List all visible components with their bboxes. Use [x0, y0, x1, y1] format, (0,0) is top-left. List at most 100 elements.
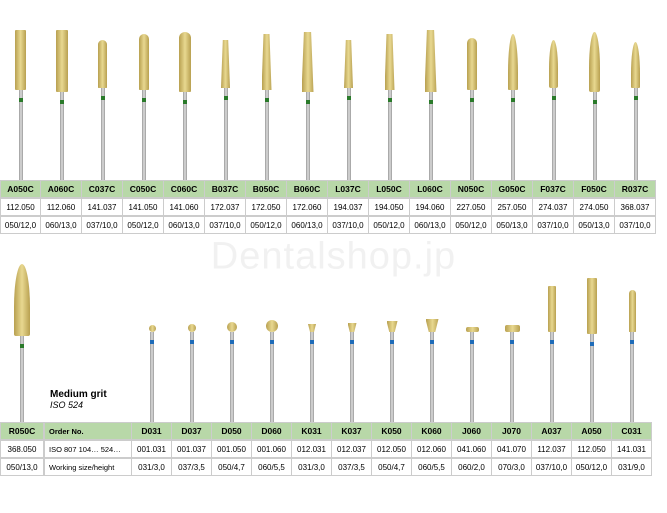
bur-size: 050/12,0	[246, 216, 287, 234]
bur-column: F050C274.050050/13,0	[574, 0, 615, 234]
bur-tip	[348, 323, 357, 332]
bur-shaft	[190, 332, 194, 422]
bur-visual	[132, 242, 172, 422]
bur-iso: 112.050	[0, 198, 41, 216]
bur-iso: 041.060	[452, 440, 492, 458]
bur-code: F050C	[574, 180, 615, 198]
bur-code: C031	[612, 422, 652, 440]
bur-code: C037C	[82, 180, 123, 198]
bur-code: L050C	[369, 180, 410, 198]
bur-column: B037C172.037037/10,0	[205, 0, 246, 234]
bur-code: C060C	[164, 180, 205, 198]
bur-visual	[411, 0, 451, 180]
bur-visual	[172, 242, 212, 422]
bur-tip	[179, 32, 191, 92]
bur-column: C037C141.037037/10,0	[82, 0, 123, 234]
bur-code: A060C	[41, 180, 82, 198]
bur-shaft	[347, 88, 351, 180]
bur-code: A037	[532, 422, 572, 440]
bur-code: J060	[452, 422, 492, 440]
bur-size: 060/2,0	[452, 458, 492, 476]
color-band	[590, 342, 594, 346]
bur-code: B037C	[205, 180, 246, 198]
color-band	[511, 98, 515, 102]
bur-column: B060C172.060060/13,0	[287, 0, 328, 234]
bur-code: R050C	[0, 422, 44, 440]
bur-visual	[412, 242, 452, 422]
bur-iso: 041.070	[492, 440, 532, 458]
color-band	[470, 98, 474, 102]
bur-column: R037C368.037037/10,0	[615, 0, 656, 234]
bur-iso: 274.037	[533, 198, 574, 216]
bur-iso: 112.060	[41, 198, 82, 216]
bur-iso: 227.050	[451, 198, 492, 216]
bur-iso: 112.037	[532, 440, 572, 458]
bur-shaft	[510, 332, 514, 422]
bur-shaft	[388, 90, 392, 180]
bur-column: A037112.037037/10,0	[532, 242, 572, 476]
bur-column: N050C227.050050/12,0	[451, 0, 492, 234]
bur-column: C050C141.050050/12,0	[123, 0, 164, 234]
bur-iso: 141.037	[82, 198, 123, 216]
color-band	[230, 340, 234, 344]
bur-column: K037012.037037/3,5	[332, 242, 372, 476]
top-bur-row: A050C112.050050/12,0A060C112.060060/13,0…	[0, 0, 667, 234]
bur-code: K031	[292, 422, 332, 440]
bur-column: B050C172.050050/12,0	[246, 0, 287, 234]
bur-shaft	[306, 92, 310, 180]
bur-shaft	[350, 332, 354, 422]
bur-iso: 001.060	[252, 440, 292, 458]
color-band	[60, 100, 64, 104]
bur-column: A060C112.060060/13,0	[41, 0, 82, 234]
bur-code: J070	[492, 422, 532, 440]
bur-tip	[631, 42, 640, 88]
bur-column: D037001.037037/3,5	[172, 242, 212, 476]
color-band	[310, 340, 314, 344]
bur-size: 050/12,0	[369, 216, 410, 234]
order-no-header: Order No.	[44, 422, 132, 440]
bur-code: L060C	[410, 180, 451, 198]
bur-tip	[221, 40, 230, 88]
color-band	[552, 96, 556, 100]
bur-size: 050/12,0	[123, 216, 164, 234]
bur-code: D031	[132, 422, 172, 440]
bur-size: 031/3,0	[132, 458, 172, 476]
bur-visual	[2, 242, 42, 422]
bur-tip	[629, 290, 636, 332]
bur-column: D060001.060060/5,5	[252, 242, 292, 476]
bur-visual	[370, 0, 410, 180]
bur-visual	[292, 242, 332, 422]
bur-iso: 368.050	[0, 440, 44, 458]
bur-code: G050C	[492, 180, 533, 198]
bur-tip	[227, 322, 237, 332]
bur-tip	[308, 324, 316, 332]
bur-tip	[302, 32, 314, 92]
bur-shaft	[430, 332, 434, 422]
color-band	[630, 340, 634, 344]
grit-label-area: Medium gritISO 524	[44, 242, 132, 422]
bur-column: K050012.050050/4,7	[372, 242, 412, 476]
bur-code: C050C	[123, 180, 164, 198]
color-band	[634, 96, 638, 100]
bur-column: F037C274.037037/10,0	[533, 0, 574, 234]
bur-column: G050C257.050050/13,0	[492, 0, 533, 234]
bur-iso: 141.050	[123, 198, 164, 216]
bur-shaft	[470, 90, 474, 180]
bur-code: L037C	[328, 180, 369, 198]
bur-code: D050	[212, 422, 252, 440]
bur-shaft	[590, 334, 594, 422]
bur-size: 037/10,0	[205, 216, 246, 234]
bur-size: 031/3,0	[292, 458, 332, 476]
bur-column: C031141.031031/9,0	[612, 242, 652, 476]
bur-shaft	[550, 332, 554, 422]
bur-tip	[508, 34, 518, 90]
color-band	[19, 98, 23, 102]
bur-tip	[344, 40, 353, 88]
bur-tip	[587, 278, 597, 334]
bur-visual	[532, 242, 572, 422]
bur-size: 070/3,0	[492, 458, 532, 476]
bur-tip	[149, 325, 156, 332]
bur-shaft	[511, 90, 515, 180]
iso-row: ISO 807 104… 524…	[44, 440, 132, 458]
bur-column: D050001.050050/4,7	[212, 242, 252, 476]
